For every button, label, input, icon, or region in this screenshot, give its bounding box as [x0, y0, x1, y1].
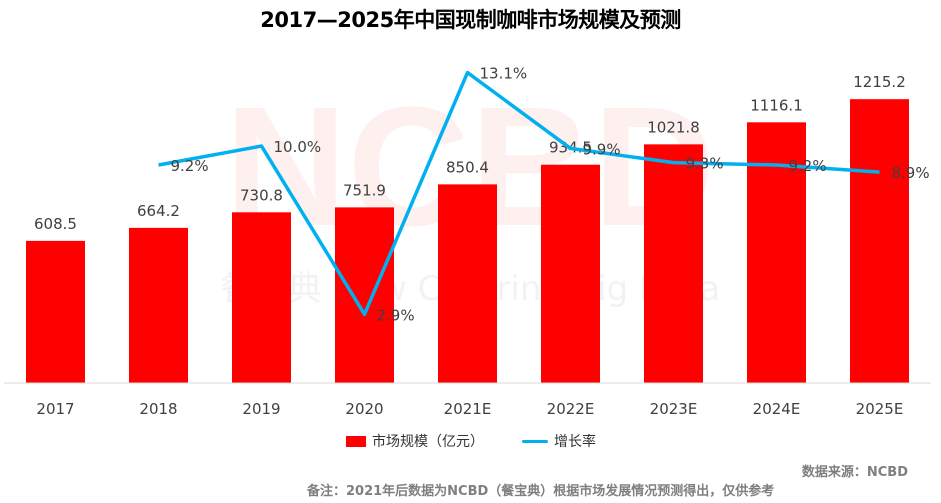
bar — [850, 99, 909, 383]
bar-value-label: 730.8 — [240, 186, 283, 204]
x-tick-label: 2023E — [650, 400, 698, 418]
bar — [438, 184, 497, 383]
line-value-label: 9.2% — [171, 157, 209, 175]
bar — [644, 144, 703, 383]
x-tick-label: 2019 — [242, 400, 280, 418]
x-tick-label: 2021E — [444, 400, 492, 418]
data-source: 数据来源：NCBD — [801, 465, 908, 480]
line-value-label: 2.9% — [377, 306, 415, 324]
bar — [232, 212, 291, 383]
line-value-label: 8.9% — [892, 164, 930, 182]
chart-plot: NCBD餐宝典 New Catering Big Data608.5201766… — [4, 65, 931, 418]
bar-value-label: 1021.8 — [647, 118, 700, 136]
bar-value-label: 664.2 — [137, 202, 180, 220]
x-tick-label: 2024E — [753, 400, 801, 418]
bar — [26, 240, 85, 383]
bar-value-label: 608.5 — [34, 215, 77, 233]
legend-label-bar: 市场规模（亿元） — [372, 434, 484, 450]
footnote: 备注：2021年后数据为NCBD（餐宝典）根据市场发展情况预测得出，仅供参考 — [307, 484, 775, 499]
x-tick-label: 2017 — [36, 400, 74, 418]
bar-value-label: 1215.2 — [853, 73, 906, 91]
legend-swatch-line — [522, 439, 548, 443]
legend-label-line: 增长率 — [554, 434, 596, 450]
bar — [541, 164, 600, 383]
line-value-label: 13.1% — [480, 65, 528, 83]
legend: 市场规模（亿元） 增长率 — [346, 431, 596, 451]
x-tick-label: 2018 — [139, 400, 177, 418]
bar-value-label: 850.4 — [446, 158, 489, 176]
line-value-label: 9.9% — [583, 140, 621, 158]
legend-swatch-bar — [346, 435, 366, 447]
growth-line — [158, 70, 880, 317]
bar-value-label: 1116.1 — [750, 96, 803, 114]
line-value-label: 9.2% — [789, 157, 827, 175]
x-tick-label: 2020 — [345, 400, 383, 418]
bar-value-label: 751.9 — [343, 181, 386, 199]
line-value-label: 10.0% — [274, 138, 322, 156]
line-value-label: 9.3% — [686, 155, 724, 173]
chart-title: 2017—2025年中国现制咖啡市场规模及预测 — [260, 8, 681, 32]
bar — [129, 227, 188, 383]
bar — [335, 207, 394, 383]
x-tick-label: 2025E — [856, 400, 904, 418]
x-tick-label: 2022E — [547, 400, 595, 418]
